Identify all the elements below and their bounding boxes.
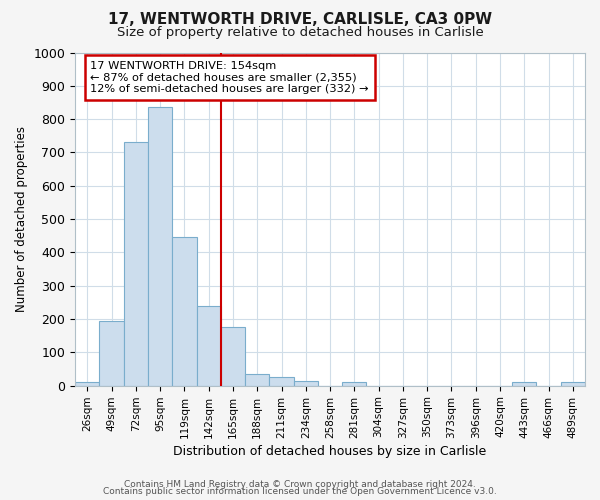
Text: Contains HM Land Registry data © Crown copyright and database right 2024.: Contains HM Land Registry data © Crown c… bbox=[124, 480, 476, 489]
Bar bbox=[269, 378, 293, 386]
Bar bbox=[221, 328, 245, 386]
Text: 17 WENTWORTH DRIVE: 154sqm
← 87% of detached houses are smaller (2,355)
12% of s: 17 WENTWORTH DRIVE: 154sqm ← 87% of deta… bbox=[91, 61, 369, 94]
Bar bbox=[124, 142, 148, 386]
Bar bbox=[75, 382, 100, 386]
Bar bbox=[197, 306, 221, 386]
Text: Size of property relative to detached houses in Carlisle: Size of property relative to detached ho… bbox=[116, 26, 484, 39]
Bar bbox=[100, 320, 124, 386]
Y-axis label: Number of detached properties: Number of detached properties bbox=[15, 126, 28, 312]
Bar bbox=[512, 382, 536, 386]
Bar bbox=[245, 374, 269, 386]
Text: 17, WENTWORTH DRIVE, CARLISLE, CA3 0PW: 17, WENTWORTH DRIVE, CARLISLE, CA3 0PW bbox=[108, 12, 492, 27]
Bar bbox=[342, 382, 367, 386]
Bar bbox=[561, 382, 585, 386]
Bar bbox=[148, 108, 172, 386]
Bar bbox=[172, 238, 197, 386]
Bar bbox=[293, 380, 318, 386]
Text: Contains public sector information licensed under the Open Government Licence v3: Contains public sector information licen… bbox=[103, 488, 497, 496]
X-axis label: Distribution of detached houses by size in Carlisle: Distribution of detached houses by size … bbox=[173, 444, 487, 458]
